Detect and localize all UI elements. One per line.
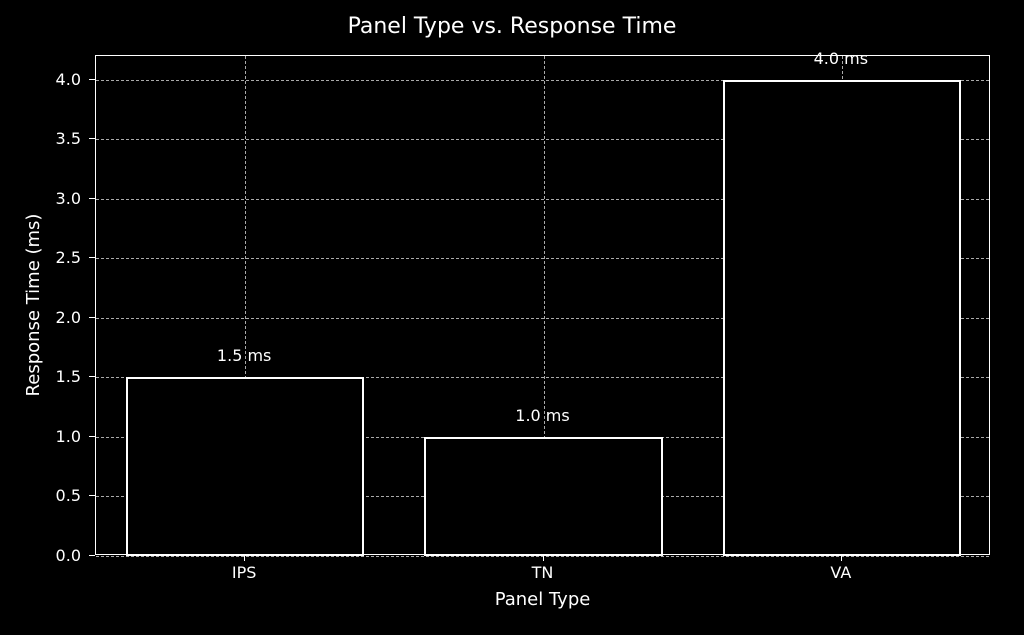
y-tick-mark bbox=[89, 555, 95, 556]
y-tick-label: 1.0 bbox=[41, 427, 81, 446]
chart-figure: Panel Type vs. Response Time Panel Type … bbox=[0, 0, 1024, 635]
x-axis-label: Panel Type bbox=[95, 589, 990, 610]
y-tick-mark bbox=[89, 317, 95, 318]
plot-area bbox=[95, 55, 990, 555]
y-tick-label: 0.0 bbox=[41, 546, 81, 565]
x-tick-mark bbox=[244, 555, 245, 561]
bar-value-label: 4.0 ms bbox=[781, 49, 901, 68]
y-tick-mark bbox=[89, 257, 95, 258]
x-tick-label: VA bbox=[801, 563, 881, 582]
y-tick-mark bbox=[89, 138, 95, 139]
y-tick-label: 4.0 bbox=[41, 70, 81, 89]
chart-title: Panel Type vs. Response Time bbox=[0, 14, 1024, 39]
x-tick-mark bbox=[841, 555, 842, 561]
y-tick-mark bbox=[89, 79, 95, 80]
y-tick-mark bbox=[89, 198, 95, 199]
bar bbox=[424, 437, 663, 556]
y-tick-mark bbox=[89, 376, 95, 377]
y-tick-label: 0.5 bbox=[41, 486, 81, 505]
y-tick-label: 3.0 bbox=[41, 189, 81, 208]
y-tick-label: 2.5 bbox=[41, 248, 81, 267]
y-tick-label: 2.0 bbox=[41, 308, 81, 327]
bar-value-label: 1.0 ms bbox=[483, 406, 603, 425]
y-tick-mark bbox=[89, 495, 95, 496]
x-tick-label: TN bbox=[503, 563, 583, 582]
y-tick-mark bbox=[89, 436, 95, 437]
y-tick-label: 3.5 bbox=[41, 129, 81, 148]
bar bbox=[126, 377, 365, 556]
bar-value-label: 1.5 ms bbox=[184, 346, 304, 365]
x-tick-mark bbox=[543, 555, 544, 561]
bar bbox=[723, 80, 962, 556]
x-tick-label: IPS bbox=[204, 563, 284, 582]
y-tick-label: 1.5 bbox=[41, 367, 81, 386]
